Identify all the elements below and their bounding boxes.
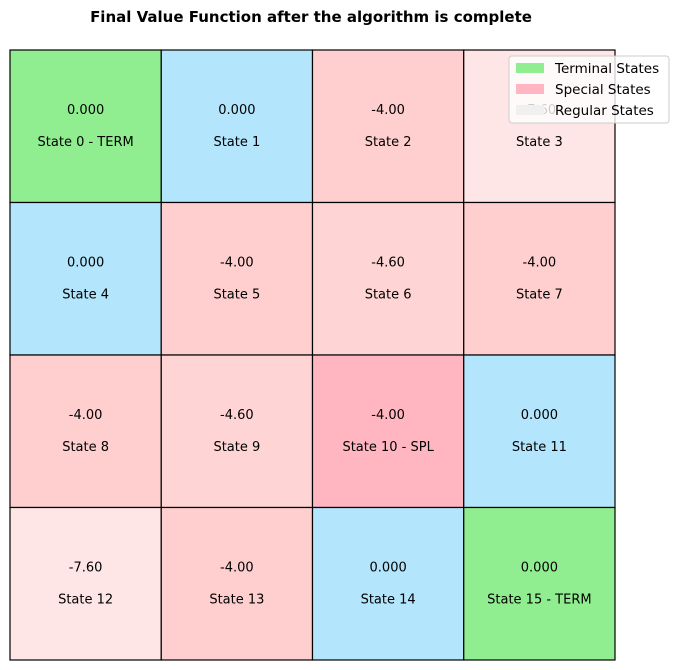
grid-cell-state-9: -4.60 State 9 — [160, 354, 314, 509]
cell-value: 0.000 — [218, 103, 255, 118]
cell-label: State 6 — [365, 288, 412, 303]
cell-rect — [463, 506, 616, 661]
cell-label: State 9 — [213, 440, 260, 455]
cell-label: State 11 — [512, 440, 567, 455]
grid-cell-state-7: -4.00 State 7 — [463, 201, 616, 356]
legend-swatch — [516, 63, 544, 73]
cell-rect — [311, 49, 465, 204]
legend-label: Special States — [555, 82, 651, 98]
cell-value: -4.00 — [523, 256, 557, 271]
cell-rect — [9, 506, 162, 661]
legend-item: Special States — [516, 82, 651, 98]
legend-item: Terminal States — [516, 61, 659, 77]
cell-value: -4.00 — [220, 561, 254, 576]
legend-item: Regular States — [516, 103, 654, 119]
cell-value: 0.000 — [521, 561, 558, 576]
grid-cell-state-10: -4.00 State 10 - SPL — [311, 354, 465, 509]
grid-cell-state-0: 0.000 State 0 - TERM — [9, 49, 162, 204]
cell-value: -4.00 — [371, 103, 405, 118]
cell-label: State 4 — [62, 288, 109, 303]
cell-rect — [9, 354, 162, 509]
cell-rect — [160, 201, 314, 356]
cell-rect — [311, 354, 465, 509]
legend-label: Regular States — [555, 103, 654, 119]
cell-label: State 15 - TERM — [487, 593, 591, 608]
cell-rect — [311, 201, 465, 356]
cell-label: State 2 — [365, 135, 412, 150]
cell-label: State 8 — [62, 440, 109, 455]
cell-value: 0.000 — [67, 103, 104, 118]
grid-cell-state-8: -4.00 State 8 — [9, 354, 162, 509]
cell-rect — [311, 506, 465, 661]
grid-cell-state-1: 0.000 State 1 — [160, 49, 314, 204]
legend-frame — [508, 55, 670, 124]
grid-cell-state-15: 0.000 State 15 - TERM — [463, 506, 616, 661]
grid-cell-state-6: -4.60 State 6 — [311, 201, 465, 356]
cell-value: -4.60 — [220, 408, 254, 423]
grid-cell-state-14: 0.000 State 14 — [311, 506, 465, 661]
legend-label: Terminal States — [554, 61, 659, 77]
cell-rect — [160, 506, 314, 661]
cell-value: -4.00 — [69, 408, 103, 423]
cell-value: -4.00 — [220, 256, 254, 271]
cell-label: State 10 - SPL — [342, 440, 434, 455]
cell-rect — [9, 49, 162, 204]
legend-swatch — [516, 105, 544, 115]
cell-label: State 13 — [209, 593, 264, 608]
grid-cell-state-13: -4.00 State 13 — [160, 506, 314, 661]
chart-title: Final Value Function after the algorithm… — [90, 8, 532, 26]
cell-label: State 5 — [213, 288, 260, 303]
cell-value: -7.60 — [69, 561, 103, 576]
grid-cell-state-4: 0.000 State 4 — [9, 201, 162, 356]
cell-label: State 1 — [213, 135, 260, 150]
cell-rect — [463, 201, 616, 356]
grid-cell-state-11: 0.000 State 11 — [463, 354, 616, 509]
cell-value: 0.000 — [370, 561, 407, 576]
cell-rect — [160, 49, 314, 204]
cell-rect — [9, 201, 162, 356]
cell-rect — [463, 354, 616, 509]
grid-cell-state-12: -7.60 State 12 — [9, 506, 162, 661]
cell-value: -4.60 — [371, 256, 405, 271]
cell-label: State 14 — [361, 593, 416, 608]
cell-value: 0.000 — [67, 256, 104, 271]
cell-label: State 3 — [516, 135, 563, 150]
grid-cell-state-5: -4.00 State 5 — [160, 201, 314, 356]
cell-value: -4.00 — [371, 408, 405, 423]
legend: Terminal States Special States Regular Sta… — [508, 55, 670, 124]
cell-label: State 7 — [516, 288, 563, 303]
cell-value: 0.000 — [521, 408, 558, 423]
legend-swatch — [516, 84, 544, 94]
cell-label: State 12 — [58, 593, 113, 608]
cell-rect — [160, 354, 314, 509]
grid-cell-state-2: -4.00 State 2 — [311, 49, 465, 204]
state-grid: 0.000 State 0 - TERM 0.000 State 1 -4.00 Stat… — [9, 49, 616, 661]
cell-label: State 0 - TERM — [38, 135, 134, 150]
